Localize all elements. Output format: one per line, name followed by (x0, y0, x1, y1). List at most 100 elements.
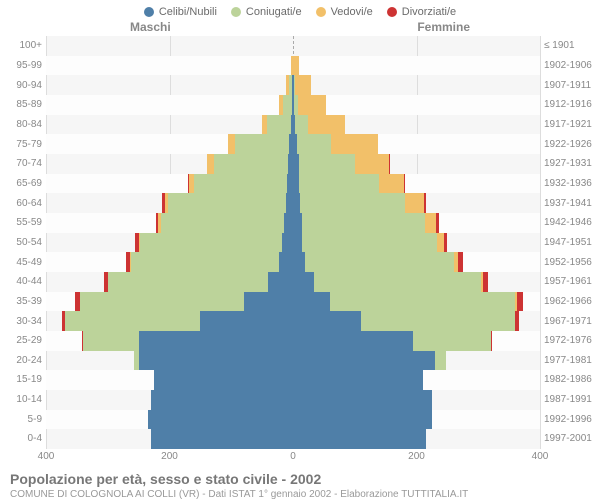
bar-segment (298, 95, 326, 115)
x-axis: 4002000200400 (0, 449, 600, 465)
x-tick: 200 (408, 451, 425, 462)
bar-segment (355, 154, 389, 174)
pyramid-row (46, 233, 540, 253)
y-axis-right: ≤ 19011902-19061907-19111912-19161917-19… (540, 36, 596, 449)
birth-label: 1972-1976 (540, 331, 596, 351)
bar-segment (297, 134, 332, 154)
bar-segment (267, 115, 290, 135)
birth-label: 1922-1926 (540, 134, 596, 154)
bar-segment (436, 213, 438, 233)
legend-swatch (144, 7, 154, 17)
age-label: 65-69 (4, 174, 46, 194)
pyramid-row (46, 390, 540, 410)
pyramid-plot (46, 36, 540, 449)
bar-segment (305, 252, 453, 272)
bar-segment (293, 390, 432, 410)
bar-segment (299, 154, 355, 174)
age-label: 55-59 (4, 213, 46, 233)
bar-segment (302, 233, 438, 253)
x-tick: 400 (532, 451, 549, 462)
bar-segment (284, 213, 293, 233)
bar-segment (200, 311, 293, 331)
birth-label: 1917-1921 (540, 115, 596, 135)
pyramid-row (46, 252, 540, 272)
bar-segment (293, 311, 361, 331)
bar-segment (279, 252, 293, 272)
bar-segment (483, 272, 488, 292)
birth-label: 1982-1986 (540, 370, 596, 390)
bar-segment (283, 95, 292, 115)
y-axis-left: 100+95-9990-9485-8980-8475-7970-7465-696… (4, 36, 46, 449)
pyramid-row (46, 410, 540, 430)
legend-label: Celibi/Nubili (159, 6, 217, 18)
age-label: 95-99 (4, 56, 46, 76)
bar-segment (330, 292, 515, 312)
legend-item: Vedovi/e (316, 6, 373, 18)
birth-label: 1927-1931 (540, 154, 596, 174)
bar-segment (161, 213, 285, 233)
chart-subtitle: COMUNE DI COLOGNOLA AI COLLI (VR) - Dati… (10, 489, 590, 500)
legend-swatch (231, 7, 241, 17)
birth-label: 1997-2001 (540, 429, 596, 449)
bar-segment (293, 351, 435, 371)
age-label: 30-34 (4, 311, 46, 331)
pyramid-row (46, 193, 540, 213)
bar-segment (405, 193, 424, 213)
age-label: 100+ (4, 36, 46, 56)
bar-segment (148, 410, 293, 430)
pyramid-row (46, 36, 540, 56)
bar-segment (151, 390, 293, 410)
bar-segment (293, 429, 426, 449)
bar-segment (293, 272, 314, 292)
birth-label: 1952-1956 (540, 252, 596, 272)
bar-segment (515, 311, 519, 331)
pyramid-row (46, 95, 540, 115)
bar-segment (302, 213, 426, 233)
legend-item: Divorziati/e (387, 6, 456, 18)
bar-segment (235, 134, 289, 154)
bar-segment (299, 174, 379, 194)
age-label: 75-79 (4, 134, 46, 154)
bar-segment (389, 154, 390, 174)
age-label: 25-29 (4, 331, 46, 351)
age-label: 85-89 (4, 95, 46, 115)
legend-label: Divorziati/e (402, 6, 456, 18)
chart-title: Popolazione per età, sesso e stato civil… (10, 471, 590, 487)
bar-segment (293, 233, 302, 253)
bar-segment (228, 134, 235, 154)
birth-label: 1967-1971 (540, 311, 596, 331)
legend: Celibi/Nubili Coniugati/e Vedovi/e Divorzia… (0, 0, 600, 20)
legend-swatch (316, 7, 326, 17)
bar-segment (293, 56, 299, 76)
bar-segment (293, 410, 432, 430)
birth-label: 1937-1941 (540, 193, 596, 213)
bar-segment (458, 252, 463, 272)
bar-segment (293, 213, 302, 233)
age-label: 90-94 (4, 75, 46, 95)
birth-label: 1957-1961 (540, 272, 596, 292)
age-label: 10-14 (4, 390, 46, 410)
bar-segment (435, 351, 446, 371)
birth-label: 1962-1966 (540, 292, 596, 312)
bar-segment (293, 292, 330, 312)
pyramid-row (46, 331, 540, 351)
birth-label: 1907-1911 (540, 75, 596, 95)
bar-segment (83, 331, 139, 351)
legend-label: Coniugati/e (246, 6, 302, 18)
bar-segment (151, 429, 293, 449)
bar-segment (268, 272, 293, 292)
x-tick: 200 (161, 451, 178, 462)
birth-label: 1912-1916 (540, 95, 596, 115)
bar-segment (491, 331, 492, 351)
legend-label: Vedovi/e (331, 6, 373, 18)
bar-segment (80, 292, 244, 312)
label-maschi: Maschi (130, 20, 171, 34)
pyramid-row (46, 370, 540, 390)
pyramid-row (46, 292, 540, 312)
pyramid-row (46, 351, 540, 371)
bar-segment (108, 272, 269, 292)
gender-labels: Maschi Femmine (0, 20, 600, 36)
age-label: 20-24 (4, 351, 46, 371)
pyramid-row (46, 56, 540, 76)
pyramid-row (46, 429, 540, 449)
